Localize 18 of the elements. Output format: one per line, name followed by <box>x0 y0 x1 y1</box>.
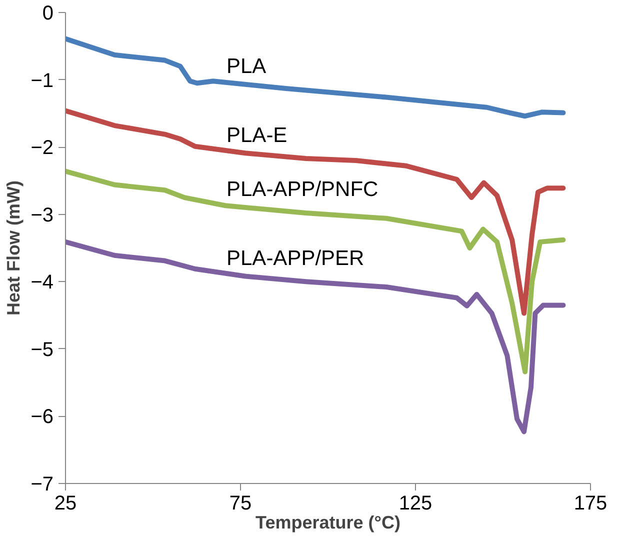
y-tick-label: 0 <box>42 2 54 24</box>
y-tick-label: −4 <box>30 272 54 294</box>
series-label: PLA-APP/PNFC <box>226 178 378 202</box>
y-tick-label: −6 <box>30 406 54 428</box>
y-tick-label: −1 <box>30 70 54 92</box>
x-axis-title: Temperature (°C) <box>256 512 400 532</box>
y-axis-title: Heat Flow (mW) <box>4 180 24 316</box>
y-tick-label: −2 <box>30 137 54 160</box>
y-tick-label: −5 <box>30 338 54 361</box>
series-label: PLA-E <box>226 124 288 147</box>
x-tick-label: 125 <box>398 492 432 514</box>
x-tick-label: 25 <box>54 492 77 514</box>
x-tick-label: 175 <box>574 492 608 514</box>
series-label: PLA <box>226 55 266 78</box>
series-label: PLA-APP/PER <box>226 247 364 270</box>
x-tick-label: 75 <box>229 492 252 514</box>
y-tick-label: −7 <box>30 474 54 496</box>
y-tick-label: −3 <box>30 204 54 226</box>
